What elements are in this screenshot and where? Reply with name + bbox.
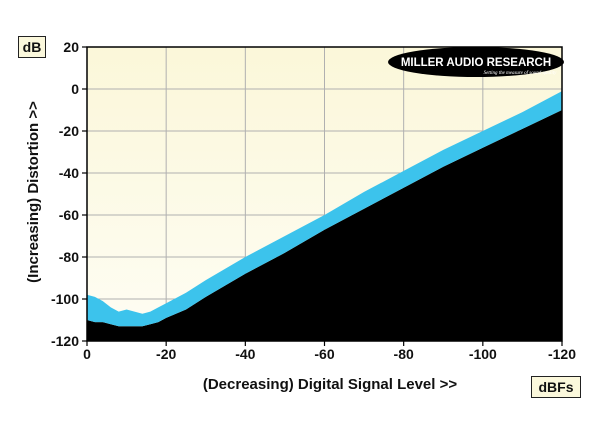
x-tick-label: -40 [235, 346, 255, 362]
y-tick-label: -100 [51, 291, 79, 307]
y-tick-label: -40 [59, 165, 79, 181]
x-tick-label: -120 [548, 346, 576, 362]
y-tick-label: -80 [59, 249, 79, 265]
x-axis-ticks: 0 -20 -40 -60 -80 -100 -120 [83, 341, 576, 362]
logo-name: MILLER AUDIO RESEARCH [401, 57, 551, 69]
logo-tagline: Setting the measure of sound quality [484, 71, 558, 76]
x-tick-label: -20 [156, 346, 176, 362]
x-tick-label: 0 [83, 346, 91, 362]
x-tick-label: -80 [394, 346, 414, 362]
y-tick-label: -20 [59, 123, 79, 139]
y-tick-label: 20 [63, 39, 79, 55]
y-unit-label: dB [18, 36, 46, 58]
x-tick-label: -60 [314, 346, 334, 362]
y-tick-label: 0 [71, 81, 79, 97]
y-tick-label: -60 [59, 207, 79, 223]
miller-audio-research-logo: MILLER AUDIO RESEARCH Setting the measur… [388, 47, 564, 77]
noise-floor-area [87, 110, 562, 341]
y-tick-label: -120 [51, 333, 79, 349]
y-axis-ticks: 20 0 -20 -40 -60 -80 -100 -120 [51, 39, 87, 349]
x-axis-label: (Decreasing) Digital Signal Level >> [203, 376, 457, 393]
x-tick-label: -100 [469, 346, 497, 362]
x-unit-label: dBFs [531, 376, 581, 398]
y-axis-label: (Increasing) Distortion >> [25, 101, 42, 283]
